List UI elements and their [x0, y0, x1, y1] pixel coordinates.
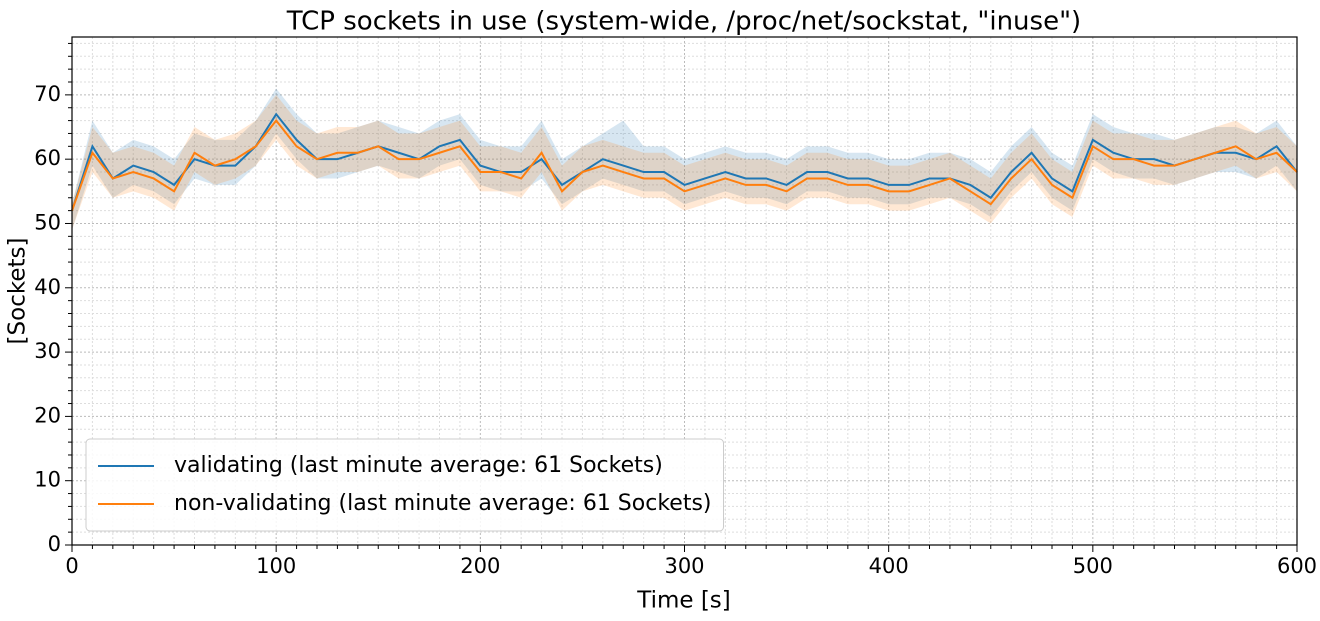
y-tick-label: 20	[34, 403, 61, 427]
line	[71, 112, 1298, 211]
plot-frame	[71, 36, 1298, 546]
x-tick-label: 300	[664, 554, 704, 578]
y-tick-label: 70	[34, 82, 61, 106]
y-tick-label: 0	[48, 532, 61, 556]
x-tick-label: 200	[460, 554, 500, 578]
legend-box	[85, 438, 724, 532]
legend-label: validating (last minute average: 61 Sock…	[174, 453, 663, 478]
x-tick-label: 100	[256, 554, 296, 578]
x-tick-label: 400	[869, 554, 909, 578]
y-tick-label: 50	[34, 210, 61, 234]
y-tick-label: 30	[34, 339, 61, 363]
y-tick-label: 10	[34, 468, 61, 492]
x-tick-label: 600	[1277, 554, 1317, 578]
legend-label: non-validating (last minute average: 61 …	[174, 491, 712, 516]
x-tick-label: 0	[65, 554, 78, 578]
line	[71, 118, 1298, 211]
chart-title: TCP sockets in use (system-wide, /proc/n…	[286, 7, 1081, 37]
y-tick-label: 40	[34, 275, 61, 299]
legend: validating (last minute average: 61 Sock…	[85, 438, 724, 532]
x-tick-label: 500	[1073, 554, 1113, 578]
y-axis-label: [Sockets]	[5, 238, 31, 345]
band	[72, 88, 1297, 230]
y-tick-label: 60	[34, 146, 61, 170]
x-axis-label: Time [s]	[636, 588, 731, 614]
